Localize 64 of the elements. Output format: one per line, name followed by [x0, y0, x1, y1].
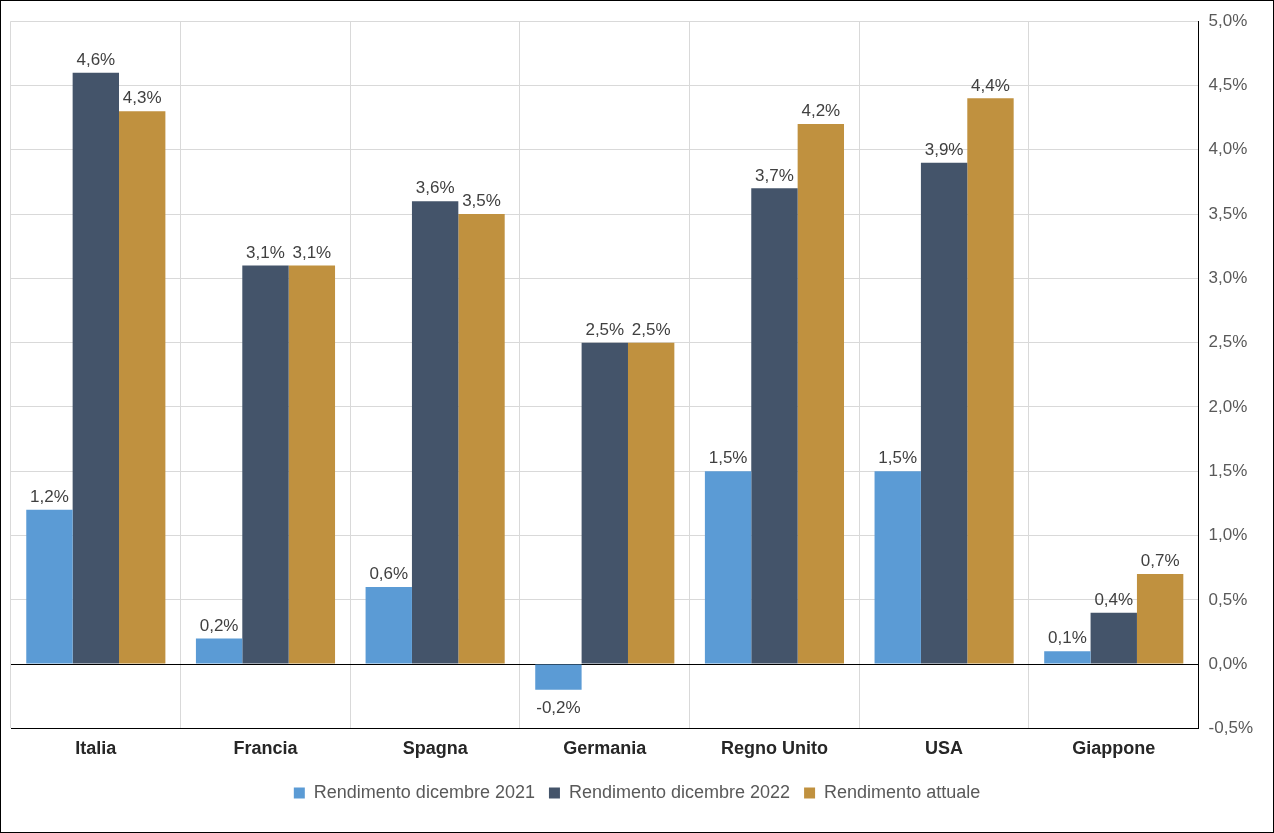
data-label: 2,5%: [585, 319, 625, 339]
bar: [627, 342, 675, 664]
data-label: 3,9%: [924, 139, 964, 159]
bar: [288, 265, 336, 664]
data-label: 4,2%: [801, 101, 841, 121]
x-tick-label: Italia: [75, 738, 118, 759]
data-label: 1,5%: [708, 448, 748, 468]
data-label: 3,6%: [415, 178, 455, 198]
data-label: 4,4%: [971, 75, 1010, 95]
bar: [365, 586, 412, 664]
bar: [72, 72, 120, 664]
data-label: 3,7%: [755, 165, 794, 185]
data-label: 0,2%: [199, 615, 239, 635]
x-tick-label: Francia: [233, 738, 299, 759]
x-tick-label: Giappone: [1072, 738, 1156, 759]
x-tick-label: Regno Unito: [720, 738, 828, 759]
bar: [1044, 651, 1091, 664]
y-tick-label: 2,5%: [1208, 332, 1248, 352]
bar: [119, 111, 166, 664]
y-tick-label: 5,0%: [1208, 10, 1248, 30]
bar: [411, 201, 459, 664]
x-tick-label: Germania: [563, 738, 648, 759]
data-label: 0,7%: [1140, 551, 1180, 571]
y-tick-label: -0,5%: [1208, 718, 1254, 738]
y-tick-label: 1,5%: [1208, 460, 1248, 480]
data-label: 4,3%: [122, 88, 162, 108]
bar: [967, 98, 1014, 664]
bar: [1136, 574, 1184, 664]
data-label: 0,4%: [1094, 589, 1134, 609]
x-tick-label: Spagna: [402, 738, 469, 759]
data-label: 0,6%: [369, 564, 409, 584]
bar: [535, 664, 582, 690]
bar: [704, 471, 752, 664]
data-label: 0,1%: [1048, 628, 1087, 648]
y-tick-label: 0,0%: [1208, 653, 1248, 673]
bar: [920, 162, 968, 664]
data-label: 2,5%: [631, 319, 671, 339]
data-label: 3,1%: [292, 242, 332, 262]
data-label: -0,2%: [536, 698, 581, 718]
x-tick-label: USA: [925, 738, 964, 759]
y-tick-label: 0,5%: [1208, 589, 1248, 609]
bar: [581, 342, 628, 664]
legend-label: Rendimento dicembre 2022: [568, 781, 791, 802]
bar: [751, 188, 798, 664]
bar: [874, 471, 921, 664]
legend-label: Rendimento dicembre 2021: [313, 781, 535, 802]
data-label: 3,1%: [246, 242, 285, 262]
bar: [1090, 612, 1137, 664]
y-tick-label: 2,0%: [1208, 396, 1248, 416]
y-tick-label: 4,5%: [1208, 75, 1248, 95]
bar: [458, 214, 505, 664]
legend-label: Rendimento attuale: [824, 781, 981, 802]
bar: [242, 265, 289, 664]
bar: [797, 124, 845, 664]
y-tick-label: 4,0%: [1208, 139, 1248, 159]
data-label: 4,6%: [76, 49, 116, 69]
bar: [195, 638, 243, 664]
y-tick-label: 1,0%: [1208, 525, 1248, 545]
data-label: 1,2%: [30, 487, 69, 506]
y-tick-label: 3,5%: [1208, 203, 1248, 223]
data-label: 3,5%: [462, 191, 501, 211]
y-tick-label: 3,0%: [1208, 268, 1248, 288]
bar: [26, 509, 73, 664]
data-label: 1,5%: [878, 448, 918, 468]
